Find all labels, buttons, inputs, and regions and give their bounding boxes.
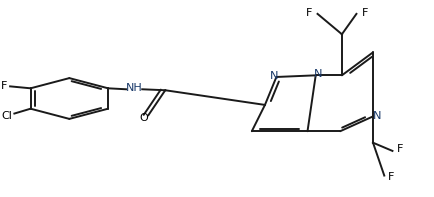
Text: O: O [140,113,148,123]
Text: N: N [373,112,381,121]
Text: N: N [314,69,322,79]
Text: F: F [306,8,312,19]
Text: F: F [1,81,7,91]
Text: Cl: Cl [2,112,13,122]
Text: F: F [388,172,395,182]
Text: N: N [270,71,279,81]
Text: F: F [397,144,403,154]
Text: NH: NH [126,83,143,93]
Text: F: F [362,8,368,19]
